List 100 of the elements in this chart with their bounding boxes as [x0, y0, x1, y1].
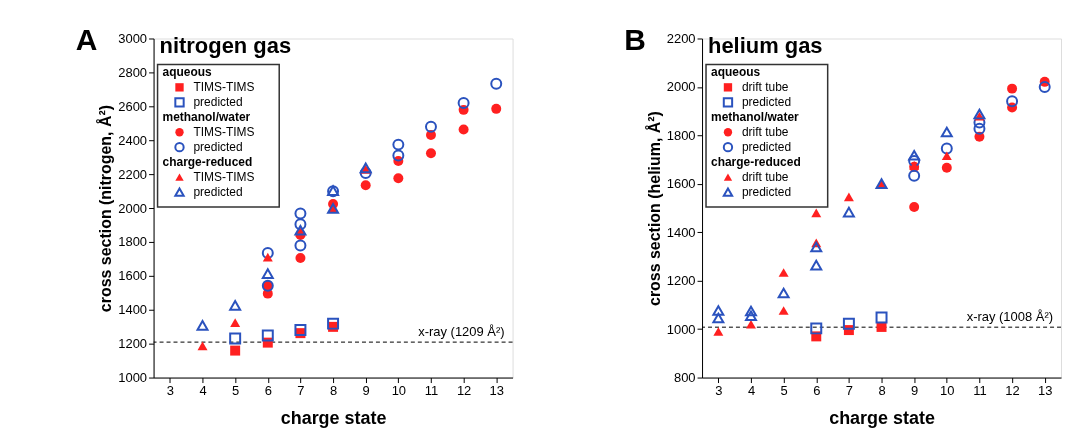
y-tick-label: 2800: [118, 64, 148, 80]
y-tick-label: 3000: [118, 30, 148, 46]
chart-title: helium gas: [708, 33, 823, 59]
point: [490, 77, 503, 90]
point: [941, 151, 952, 161]
x-tick-label: 4: [199, 383, 207, 398]
legend-label: drift tube: [741, 170, 789, 185]
y-tick-label: 1000: [666, 321, 696, 337]
point: [842, 206, 855, 218]
point: [229, 332, 242, 345]
x-tick-label: 4: [747, 383, 756, 398]
y-tick-label: 1800: [666, 127, 696, 143]
legend-label: drift tube: [741, 80, 789, 95]
point: [230, 345, 241, 356]
point: [393, 173, 404, 184]
point: [810, 259, 823, 271]
x-tick-label: 12: [456, 383, 472, 398]
x-tick-label: 9: [362, 383, 370, 398]
x-tick-label: 5: [780, 383, 788, 398]
y-tick-label: 800: [673, 370, 696, 386]
point: [230, 318, 241, 327]
point: [294, 324, 307, 337]
point: [229, 300, 242, 311]
y-axis-title: cross section (helium, Å²): [644, 111, 663, 306]
point: [458, 124, 469, 135]
legend-label: predicted: [741, 185, 792, 200]
y-tick-label: 1800: [118, 234, 148, 250]
point: [294, 218, 307, 231]
point: [1007, 83, 1018, 94]
point: [811, 208, 822, 218]
x-tick-label: 6: [813, 383, 821, 398]
point: [360, 180, 371, 191]
point: [425, 148, 436, 159]
x-tick-label: 3: [166, 383, 174, 398]
legend-label: TIMS-TIMS: [193, 80, 255, 95]
point: [941, 162, 952, 173]
point: [712, 312, 725, 324]
y-tick-label: 2000: [666, 79, 696, 95]
x-tick-label: 3: [715, 383, 723, 398]
point: [294, 207, 307, 220]
ref-line-label: x-ray (1008 Å²): [966, 309, 1054, 325]
legend-label: TIMS-TIMS: [193, 125, 255, 140]
text: B: [624, 23, 646, 57]
x-tick-label: 13: [489, 383, 504, 398]
y-tick-label: 1000: [118, 370, 148, 386]
point: [295, 253, 306, 264]
legend-label: drift tube: [741, 125, 789, 140]
y-tick-label: 2600: [118, 98, 148, 114]
point: [1038, 80, 1051, 93]
point: [909, 202, 920, 213]
point: [745, 305, 757, 317]
y-tick-label: 1400: [666, 224, 696, 240]
annotation: methanol/water: [162, 110, 251, 125]
annotation: charge-reduced: [711, 155, 801, 170]
y-tick-label: 1200: [666, 273, 696, 289]
point: [842, 317, 855, 330]
point: [940, 126, 953, 138]
y-axis-title: cross section (nitrogen, Å²): [96, 104, 115, 313]
y-tick-label: 2200: [666, 30, 696, 46]
y-tick-label: 2200: [118, 166, 148, 182]
legend-label: predicted: [193, 185, 243, 200]
point: [294, 224, 307, 236]
y-tick-label: 2000: [118, 200, 148, 216]
ref-line-label: x-ray (1209 Å²): [418, 324, 505, 340]
y-tick-label: 1600: [118, 268, 148, 284]
point: [908, 169, 921, 182]
point: [327, 317, 340, 330]
point: [294, 239, 307, 252]
x-tick-label: 11: [424, 383, 439, 398]
point: [261, 329, 274, 342]
legend-label: TIMS-TIMS: [193, 170, 255, 185]
x-tick-label: 7: [845, 383, 854, 398]
point: [778, 306, 789, 315]
point: [940, 142, 953, 155]
point: [973, 122, 986, 135]
point: [713, 327, 724, 336]
point: [810, 241, 823, 253]
point: [261, 268, 274, 279]
annotation: aqueous: [162, 65, 213, 80]
x-tick-label: 12: [1005, 383, 1020, 398]
point: [197, 341, 208, 351]
text: A: [75, 23, 98, 57]
point: [424, 120, 437, 133]
annotation: methanol/water: [711, 110, 800, 125]
point: [745, 310, 757, 322]
x-tick-label: 7: [297, 383, 305, 398]
x-axis-title: charge state: [280, 407, 387, 428]
x-tick-label: 13: [1038, 383, 1053, 398]
point: [810, 322, 823, 335]
point: [1006, 95, 1019, 108]
x-tick-label: 10: [391, 383, 407, 398]
annotation: aqueous: [711, 65, 761, 80]
point: [392, 149, 405, 162]
x-tick-label: 5: [232, 383, 240, 398]
point: [712, 305, 725, 316]
point: [908, 149, 921, 161]
point: [778, 268, 789, 277]
chart-title: nitrogen gas: [159, 33, 292, 59]
y-tick-label: 1600: [666, 176, 696, 192]
x-tick-label: 9: [911, 383, 919, 398]
